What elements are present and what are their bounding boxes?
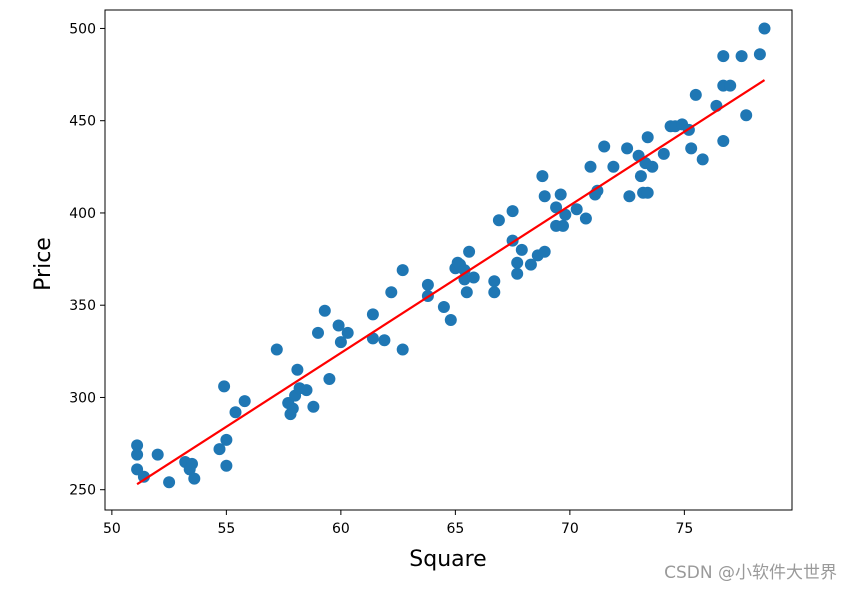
scatter-point	[488, 275, 501, 288]
scatter-point	[151, 448, 164, 461]
scatter-point	[341, 326, 354, 339]
scatter-point	[463, 245, 476, 258]
scatter-point	[220, 459, 233, 472]
scatter-point	[286, 402, 299, 415]
y-axis-ticks: 250 300 350 400 450 500	[69, 21, 105, 499]
scatter-point	[584, 160, 597, 173]
scatter-point	[570, 203, 583, 216]
scatter-point	[689, 88, 702, 101]
scatter-point	[685, 142, 698, 155]
scatter-point	[717, 135, 730, 147]
scatter-point	[437, 301, 450, 313]
scatter-point	[524, 258, 537, 271]
y-tick-label: 350	[69, 298, 96, 314]
scatter-point	[444, 314, 457, 326]
scatter-point	[506, 205, 519, 218]
watermark: CSDN @小软件大世界	[664, 563, 837, 583]
x-tick-label: 60	[332, 521, 350, 537]
scatter-point	[488, 286, 501, 299]
scatter-point	[163, 476, 176, 489]
scatter-point	[238, 395, 251, 408]
scatter-point	[396, 264, 409, 277]
y-tick-label: 300	[69, 390, 96, 406]
scatter-point	[511, 267, 524, 280]
plot-area	[104, 9, 793, 511]
scatter-point	[641, 186, 654, 199]
scatter-point	[717, 50, 730, 63]
scatter-point	[396, 343, 409, 356]
scatter-point	[323, 373, 336, 385]
scatter-point	[332, 319, 345, 332]
scatter-point	[646, 160, 659, 173]
scatter-point	[641, 131, 654, 144]
scatter-point	[591, 184, 604, 197]
scatter-point	[137, 470, 150, 483]
scatter-point	[515, 243, 528, 256]
scatter-point	[538, 190, 551, 203]
scatter-point	[634, 170, 647, 183]
scatter-point	[188, 472, 201, 485]
scatter-point	[213, 443, 226, 456]
scatter-point	[458, 264, 471, 277]
scatter-point	[538, 245, 551, 258]
scatter-point	[300, 384, 313, 397]
x-axis-title: Square	[409, 547, 486, 572]
y-tick-label: 450	[69, 114, 96, 130]
scatter-point	[492, 214, 505, 227]
scatter-point	[131, 439, 144, 452]
scatter-point	[607, 160, 620, 173]
scatter-point	[621, 142, 634, 155]
scatter-point	[312, 326, 324, 339]
y-tick-label: 400	[69, 206, 96, 222]
fit-line	[136, 79, 766, 486]
scatter-point	[183, 463, 196, 476]
scatter-point	[460, 286, 473, 299]
y-axis-title: Price	[31, 237, 56, 291]
scatter-point	[218, 380, 231, 393]
scatter-point	[598, 140, 611, 153]
scatter-point	[291, 363, 304, 376]
x-tick-label: 55	[217, 521, 235, 537]
x-tick-label: 70	[561, 521, 579, 537]
scatter-point	[467, 271, 480, 284]
scatter-point	[579, 212, 592, 225]
scatter-point	[131, 448, 144, 461]
scatter-point	[307, 400, 320, 413]
fit-line-layer	[136, 79, 766, 486]
scatter-point	[724, 79, 737, 92]
scatter-point	[378, 334, 391, 347]
x-axis-ticks: 50 55 60 65 70 75	[103, 510, 693, 537]
scatter-point	[421, 278, 434, 291]
scatter-point	[334, 336, 347, 349]
scatter-point	[740, 109, 753, 122]
x-tick-label: 75	[675, 521, 693, 537]
scatter-point	[550, 201, 563, 214]
scatter-point	[318, 304, 331, 317]
scatter-point	[385, 286, 398, 299]
scatter-point	[220, 433, 233, 446]
scatter-point	[270, 343, 283, 356]
scatter-point	[623, 190, 636, 203]
scatter-point	[536, 170, 549, 183]
y-tick-label: 500	[69, 21, 96, 37]
scatter-point	[735, 50, 748, 63]
scatter-point	[229, 406, 242, 419]
scatter-points	[131, 22, 771, 489]
scatter-point	[758, 22, 771, 35]
scatter-point	[753, 48, 766, 61]
scatter-point	[559, 208, 572, 221]
scatter-point	[554, 188, 567, 201]
x-tick-label: 65	[446, 521, 464, 537]
y-tick-label: 250	[69, 483, 96, 499]
scatter-point	[366, 308, 379, 321]
x-tick-label: 50	[103, 521, 121, 537]
scatter-point	[657, 147, 670, 160]
scatter-point	[557, 219, 569, 232]
scatter-point	[696, 153, 709, 166]
scatter-point	[511, 256, 524, 269]
